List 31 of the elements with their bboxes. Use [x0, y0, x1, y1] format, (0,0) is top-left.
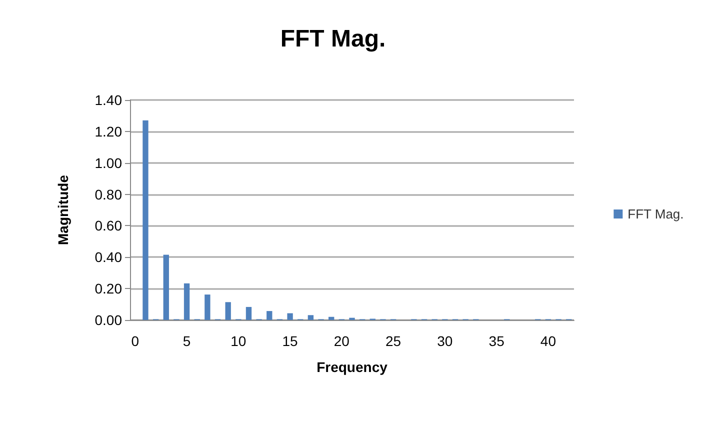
- y-tick-label: 0.40: [94, 249, 122, 266]
- x-axis-title: Frequency: [316, 359, 388, 375]
- bar: [225, 302, 231, 320]
- y-tick-label: 1.20: [94, 123, 122, 140]
- bar: [204, 294, 210, 320]
- bar: [266, 311, 272, 320]
- x-tick-label: 10: [230, 333, 246, 349]
- legend-label: FFT Mag.: [628, 206, 684, 222]
- x-tick-label: 15: [282, 333, 298, 349]
- y-tick-label: 0.00: [94, 312, 122, 328]
- bar: [287, 313, 293, 320]
- x-tick-label: 25: [386, 333, 402, 349]
- bar: [308, 315, 314, 320]
- bar: [142, 120, 148, 320]
- bar: [246, 306, 252, 320]
- y-axis-title: Magnitude: [55, 174, 71, 245]
- bar: [184, 283, 190, 320]
- y-tick-label: 1.40: [94, 92, 122, 108]
- x-tick-label: 40: [540, 333, 556, 349]
- bar: [328, 316, 334, 320]
- y-tick-label: 1.00: [94, 154, 122, 171]
- x-tick-label: 35: [488, 333, 505, 349]
- y-tick-label: 0.60: [94, 218, 122, 234]
- y-tick-label: 0.20: [94, 280, 122, 297]
- bar: [163, 254, 169, 320]
- x-tick-label: 20: [334, 333, 350, 349]
- y-tick-label: 0.80: [94, 186, 122, 202]
- x-tick-label: 30: [437, 333, 453, 349]
- x-tick-label: 5: [182, 333, 191, 349]
- x-tick-label: 0: [131, 333, 140, 349]
- chart-title: FFT Mag.: [280, 26, 386, 52]
